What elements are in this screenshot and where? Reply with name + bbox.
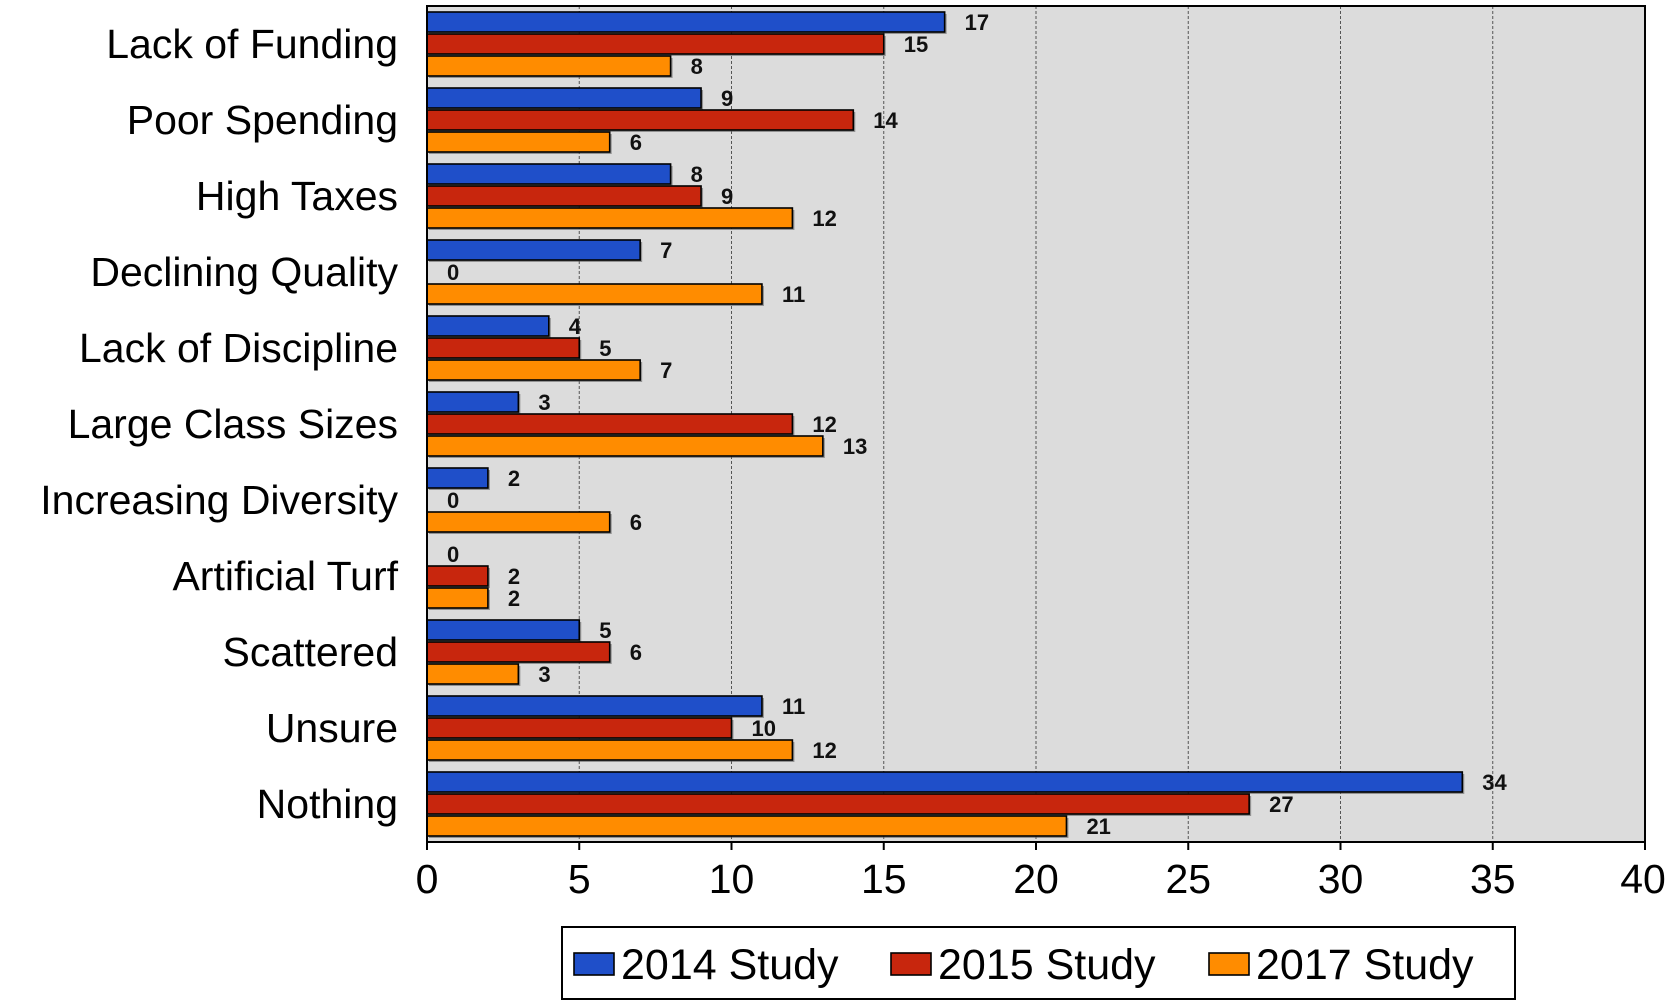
- bar: [426, 55, 672, 77]
- legend-swatch: [573, 952, 615, 976]
- bar: [426, 739, 794, 761]
- data-label: 11: [782, 282, 805, 307]
- bar: [426, 163, 672, 185]
- x-tick-label: 40: [1620, 856, 1666, 902]
- data-label: 7: [660, 238, 672, 263]
- data-label: 34: [1482, 770, 1507, 795]
- data-label: 6: [630, 640, 642, 665]
- data-label: 3: [538, 390, 550, 415]
- x-tick-label: 30: [1318, 856, 1364, 902]
- data-label: 6: [630, 130, 642, 155]
- bar: [426, 283, 763, 305]
- x-tick-label: 5: [568, 856, 591, 902]
- bar: [426, 109, 855, 131]
- x-tick-label: 15: [861, 856, 907, 902]
- data-label: 21: [1086, 814, 1110, 839]
- data-label: 27: [1269, 792, 1293, 817]
- data-label: 8: [691, 54, 703, 79]
- data-label: 17: [965, 10, 989, 35]
- bar: [426, 717, 733, 739]
- bar: [426, 185, 702, 207]
- bar: [426, 511, 611, 533]
- data-label: 2: [508, 564, 520, 589]
- data-label: 7: [660, 358, 672, 383]
- data-label: 5: [599, 618, 611, 643]
- legend-label: 2015 Study: [938, 941, 1156, 989]
- category-label: High Taxes: [196, 173, 398, 219]
- data-label: 15: [904, 32, 928, 57]
- data-label: 13: [843, 434, 867, 459]
- bar: [426, 565, 489, 587]
- legend-label: 2017 Study: [1256, 941, 1474, 989]
- legend-swatch: [1208, 952, 1250, 976]
- legend-box: [561, 926, 1516, 1000]
- bar: [426, 337, 581, 359]
- bar: [426, 413, 794, 435]
- bar: [426, 435, 824, 457]
- category-label: Nothing: [257, 781, 398, 827]
- bar: [426, 11, 946, 33]
- x-tick-label: 10: [709, 856, 755, 902]
- data-label: 2: [508, 466, 520, 491]
- bar: [426, 641, 611, 663]
- bar: [426, 619, 581, 641]
- x-tick-label: 0: [416, 856, 439, 902]
- bar: [426, 315, 550, 337]
- data-label: 0: [447, 542, 459, 567]
- data-label: 12: [812, 412, 836, 437]
- category-label: Artificial Turf: [172, 553, 398, 599]
- legend-label: 2014 Study: [621, 941, 839, 989]
- data-label: 0: [447, 260, 459, 285]
- data-label: 0: [447, 488, 459, 513]
- data-label: 6: [630, 510, 642, 535]
- x-tick-label: 25: [1165, 856, 1211, 902]
- bar: [426, 239, 641, 261]
- category-label: Declining Quality: [90, 249, 398, 295]
- category-label: Poor Spending: [127, 97, 398, 143]
- bar: [426, 33, 885, 55]
- data-label: 3: [538, 662, 550, 687]
- data-label: 9: [721, 184, 733, 209]
- bar: [426, 695, 763, 717]
- data-label: 10: [752, 716, 776, 741]
- bar: [426, 587, 489, 609]
- legend-swatch: [890, 952, 932, 976]
- data-label: 9: [721, 86, 733, 111]
- bar: [426, 663, 520, 685]
- data-label: 5: [599, 336, 611, 361]
- bar: [426, 793, 1250, 815]
- bar: [426, 359, 641, 381]
- bar: [426, 131, 611, 153]
- bar: [426, 467, 489, 489]
- category-label: Lack of Funding: [106, 21, 398, 67]
- data-label: 12: [812, 206, 836, 231]
- category-label: Large Class Sizes: [68, 401, 398, 447]
- bar: [426, 207, 794, 229]
- data-label: 2: [508, 586, 520, 611]
- bar: [426, 391, 520, 413]
- category-label: Scattered: [223, 629, 399, 675]
- data-label: 14: [873, 108, 898, 133]
- x-tick-label: 35: [1470, 856, 1516, 902]
- bar: [426, 87, 702, 109]
- data-label: 4: [569, 314, 582, 339]
- bar: [426, 815, 1068, 837]
- x-tick-label: 20: [1013, 856, 1059, 902]
- data-label: 8: [691, 162, 703, 187]
- category-label: Lack of Discipline: [79, 325, 398, 371]
- category-label: Unsure: [266, 705, 398, 751]
- bar: [426, 771, 1464, 793]
- data-label: 12: [812, 738, 836, 763]
- category-label: Increasing Diversity: [40, 477, 398, 523]
- data-label: 11: [782, 694, 805, 719]
